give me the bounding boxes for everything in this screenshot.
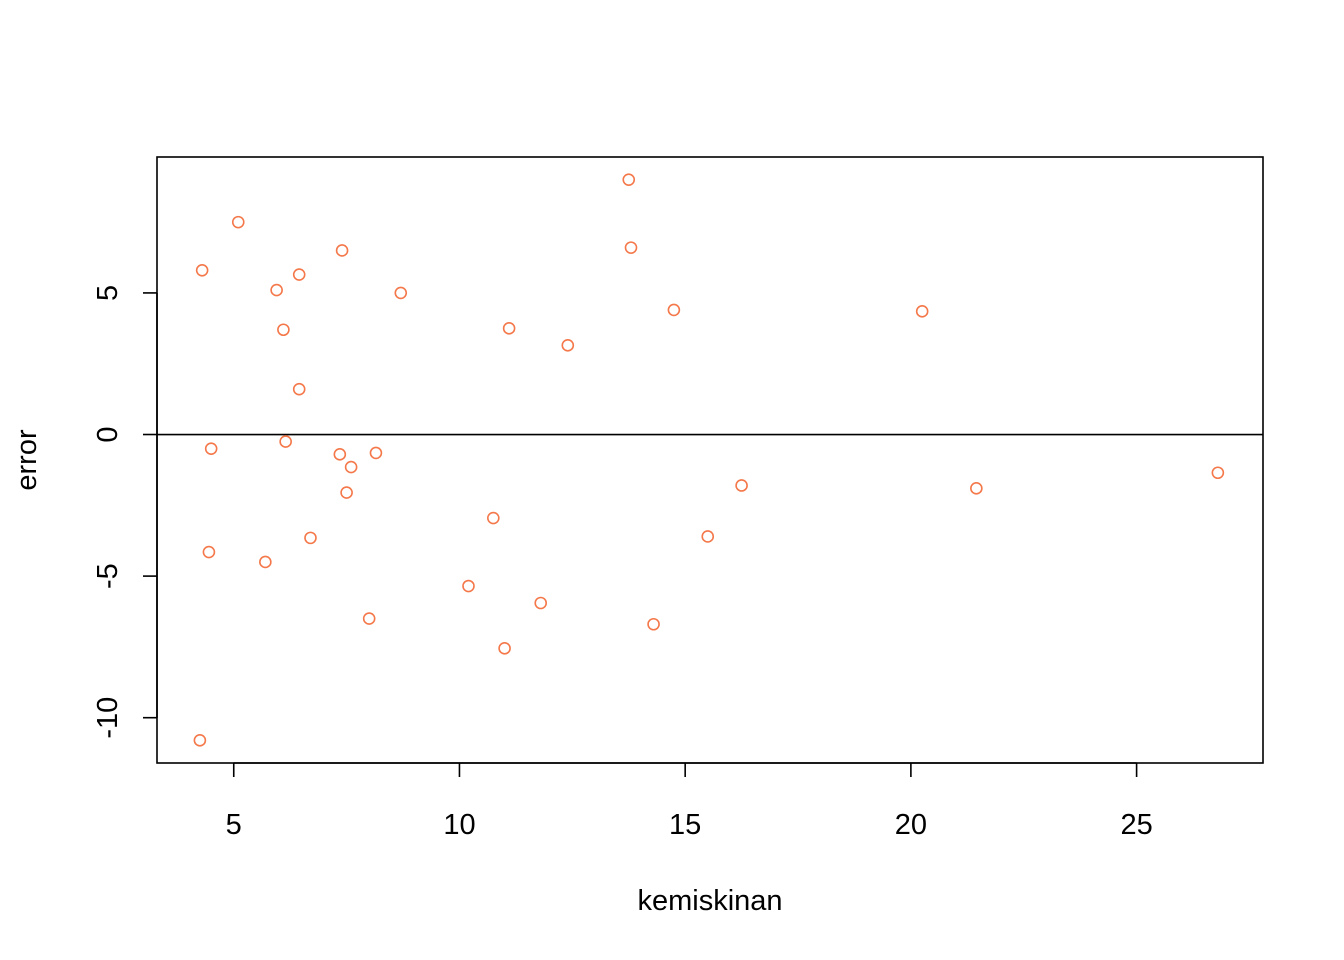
- data-point: [335, 244, 349, 257]
- data-point: [333, 448, 347, 461]
- data-point: [394, 286, 408, 300]
- data-point: [193, 734, 207, 747]
- y-axis: -10 -5 0 5: [92, 285, 158, 739]
- data-point: [502, 322, 516, 335]
- x-tick-label: 10: [443, 809, 475, 841]
- data-point: [1211, 466, 1225, 480]
- data-point: [735, 479, 748, 492]
- data-point: [292, 382, 306, 396]
- data-point: [624, 241, 638, 254]
- data-point: [462, 579, 475, 593]
- data-point: [304, 531, 317, 545]
- data-point: [202, 545, 216, 559]
- x-axis-label: kemiskinan: [637, 885, 782, 917]
- data-point: [231, 215, 245, 229]
- data-point: [487, 511, 500, 525]
- data-point: [279, 435, 292, 448]
- points-layer: [193, 173, 1225, 747]
- data-point: [340, 486, 353, 499]
- data-point: [195, 263, 209, 277]
- data-point: [701, 530, 715, 543]
- data-point: [344, 460, 358, 474]
- data-point: [362, 612, 376, 625]
- y-tick-label: 5: [92, 285, 124, 301]
- y-tick-label: 0: [92, 426, 124, 442]
- data-point: [204, 442, 218, 455]
- x-tick-label: 20: [895, 809, 927, 841]
- x-tick-label: 25: [1120, 809, 1152, 841]
- data-point: [622, 173, 636, 186]
- y-tick-label: -10: [92, 697, 124, 739]
- data-point: [292, 268, 306, 281]
- data-point: [259, 555, 272, 569]
- x-tick-label: 5: [226, 809, 242, 841]
- data-point: [970, 482, 983, 495]
- data-point: [561, 339, 575, 352]
- x-axis: 5 10 15 20 25: [226, 762, 1153, 841]
- data-point: [915, 305, 929, 318]
- y-axis-label: error: [11, 429, 43, 491]
- data-point: [534, 596, 548, 610]
- x-tick-label: 15: [669, 809, 701, 841]
- data-point: [647, 617, 660, 631]
- data-point: [369, 446, 383, 460]
- data-point: [277, 323, 290, 337]
- y-tick-label: -5: [92, 563, 124, 589]
- data-point: [498, 642, 511, 655]
- data-point: [667, 303, 681, 317]
- data-point: [270, 283, 283, 297]
